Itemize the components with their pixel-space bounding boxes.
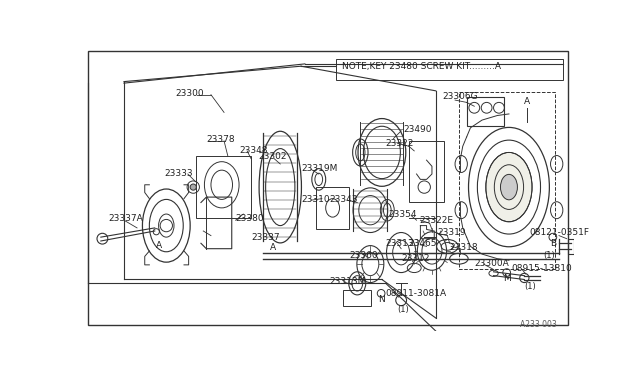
Text: 23312: 23312 (401, 254, 429, 263)
Ellipse shape (486, 153, 532, 222)
Text: 23343: 23343 (330, 195, 358, 204)
Bar (344, 289, 371, 307)
Text: M: M (504, 274, 511, 283)
Text: 23465: 23465 (409, 239, 437, 248)
Text: NOTE,KEY 23480 SCREW KIT.........A: NOTE,KEY 23480 SCREW KIT.........A (342, 62, 501, 71)
Bar (409, 141, 444, 202)
Text: 23378: 23378 (206, 135, 235, 144)
Text: A: A (156, 241, 163, 250)
Text: 23310: 23310 (301, 195, 330, 204)
Text: 23306G: 23306G (442, 92, 477, 102)
Text: A233 003: A233 003 (520, 320, 557, 329)
Text: 23337A: 23337A (109, 214, 143, 223)
Text: A: A (270, 243, 276, 252)
Text: (1): (1) (397, 305, 409, 314)
Text: A: A (524, 97, 531, 106)
Bar (467, 97, 504, 126)
Bar (568, 239, 575, 254)
Text: 08121-0351F: 08121-0351F (530, 228, 589, 237)
Text: 23348: 23348 (239, 146, 268, 155)
Text: (1): (1) (543, 251, 556, 260)
Text: 23360: 23360 (349, 251, 378, 260)
Text: 23337: 23337 (251, 233, 280, 242)
Text: 23322E: 23322E (419, 216, 453, 225)
Text: 23380: 23380 (236, 214, 264, 223)
Text: 23313: 23313 (386, 239, 414, 248)
Text: 23490: 23490 (403, 125, 432, 135)
Text: 23354: 23354 (388, 210, 417, 219)
Bar (316, 187, 349, 230)
Text: (1): (1) (524, 282, 536, 291)
Text: 23302: 23302 (259, 153, 287, 161)
Text: 23322: 23322 (386, 139, 414, 148)
Text: 23318: 23318 (450, 243, 478, 252)
Text: 23300A: 23300A (474, 259, 509, 268)
Text: 23333: 23333 (164, 169, 193, 179)
Text: N: N (378, 295, 385, 304)
Text: 23313M: 23313M (330, 277, 366, 286)
Text: 23319M: 23319M (301, 164, 337, 173)
Circle shape (190, 184, 196, 190)
Text: B: B (550, 239, 556, 248)
Bar (336, 58, 563, 80)
Text: 23319: 23319 (437, 228, 466, 237)
Ellipse shape (500, 174, 517, 200)
Text: 23300: 23300 (175, 89, 204, 98)
Text: 08915-13810: 08915-13810 (511, 264, 572, 273)
Text: 08911-3081A: 08911-3081A (386, 289, 447, 298)
Bar (459, 92, 555, 269)
Bar (196, 156, 251, 218)
